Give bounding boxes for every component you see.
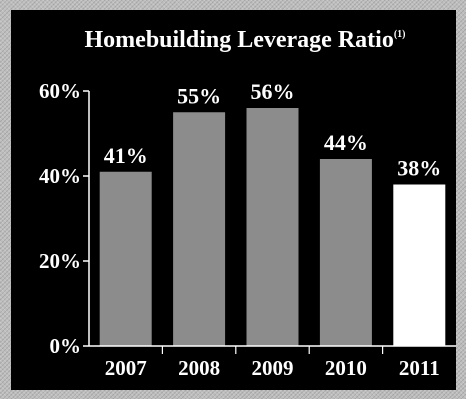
x-tick-label: 2010: [325, 356, 367, 380]
data-label-2010: 44%: [324, 130, 368, 155]
x-axis: 2007 2008 2009 2010 2011: [89, 345, 456, 380]
chart-title: Homebuilding Leverage Ratio(1): [85, 27, 406, 53]
chart-title-main: Homebuilding Leverage Ratio: [85, 27, 394, 53]
bar-2008: [173, 112, 226, 346]
x-tick-label: 2009: [252, 356, 294, 380]
y-tick-label: 60%: [39, 79, 81, 103]
chart-title-superscript: (1): [394, 29, 406, 40]
bar-2009: [246, 108, 299, 346]
bar-chart: Homebuilding Leverage Ratio(1) 0% 20% 40% 6…: [39, 27, 456, 380]
x-tick-label: 2008: [178, 356, 220, 380]
data-label-2007: 41%: [104, 143, 148, 168]
y-axis: 0% 20% 40% 60%: [39, 79, 90, 358]
data-label-2008: 55%: [177, 83, 221, 108]
y-tick-label: 0%: [50, 334, 82, 358]
chart-panel: Homebuilding Leverage Ratio(1) 0% 20% 40% 6…: [11, 10, 456, 390]
x-tick-label: 2011: [399, 356, 440, 380]
data-labels: 41% 55% 56% 44% 38%: [104, 79, 442, 181]
y-tick-label: 40%: [39, 164, 81, 188]
data-label-2011: 38%: [397, 156, 441, 181]
bar-2007: [99, 171, 152, 346]
y-tick-label: 20%: [39, 249, 81, 273]
data-label-2009: 56%: [251, 79, 295, 104]
bars: [99, 108, 446, 346]
bar-2010: [319, 159, 372, 346]
x-tick-label: 2007: [105, 356, 147, 380]
bar-2011: [393, 184, 446, 346]
